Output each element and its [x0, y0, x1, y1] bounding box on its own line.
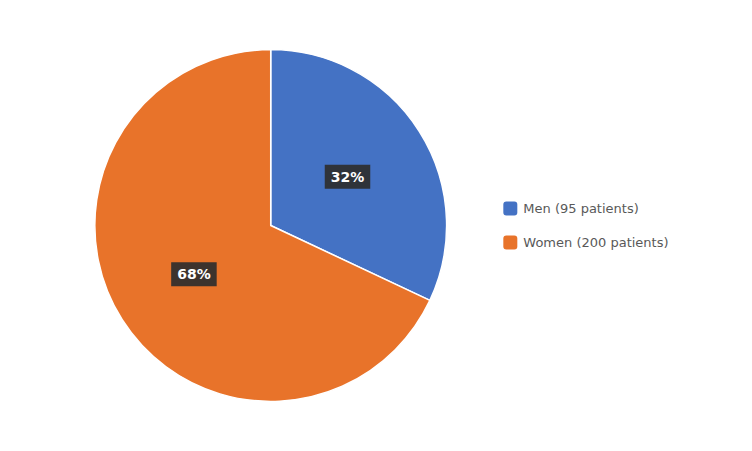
svg-text:68%: 68% [177, 266, 211, 282]
svg-text:Women (200 patients): Women (200 patients) [523, 235, 668, 250]
svg-text:Men (95 patients): Men (95 patients) [523, 201, 638, 216]
svg-text:32%: 32% [331, 169, 365, 185]
